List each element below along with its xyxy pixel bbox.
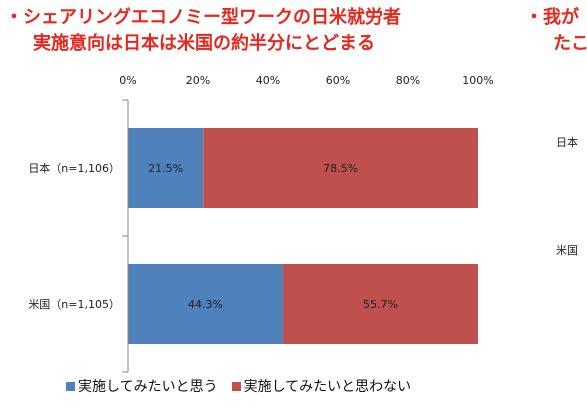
data-label: 21.5% [148, 162, 183, 175]
x-tick-label: 80% [396, 74, 420, 87]
legend-swatch-series-1 [66, 381, 75, 391]
legend-label-series-1: 実施してみたいと思う [78, 379, 218, 395]
x-tick-label: 0% [119, 74, 136, 87]
x-tick-label: 60% [326, 74, 350, 87]
legend-item-series-2: 実施してみたいと思わない [231, 376, 412, 396]
legend-swatch-series-2 [231, 381, 241, 391]
legend-item-series-1: 実施してみたいと思う [66, 376, 218, 396]
x-tick-label: 20% [186, 74, 210, 87]
legend-label-series-2: 実施してみたいと思わない [243, 379, 412, 395]
headline-right-line-1: ・我が [525, 7, 579, 28]
x-tick-label: 100% [462, 74, 493, 87]
bar-segment [283, 264, 478, 344]
side-label-usa: 米国 [556, 244, 578, 257]
side-label-japan: 日本 [556, 136, 578, 149]
category-label: 日本（n=1,106） [28, 161, 120, 175]
headline-right-cropped: ・我が たこ [525, 5, 587, 57]
bar-segment [203, 128, 478, 208]
headline-line-1: ・シェアリングエコノミー型ワークの日米就労者 [5, 7, 401, 28]
category-label: 米国（n=1,105） [28, 298, 120, 311]
bar-segment [128, 264, 284, 344]
chart-legend: 実施してみたいと思う 実施してみたいと思わない [66, 376, 425, 396]
headline: ・シェアリングエコノミー型ワークの日米就労者 実施意向は日本は米国の約半分にとど… [5, 5, 505, 57]
data-label: 78.5% [323, 162, 358, 175]
data-label: 44.3% [188, 298, 223, 311]
headline-right-line-2: たこ [553, 33, 587, 54]
x-tick-label: 40% [256, 74, 280, 87]
headline-line-2: 実施意向は日本は米国の約半分にとどまる [33, 33, 375, 54]
data-label: 55.7% [363, 298, 398, 311]
bar-segment [128, 128, 204, 208]
